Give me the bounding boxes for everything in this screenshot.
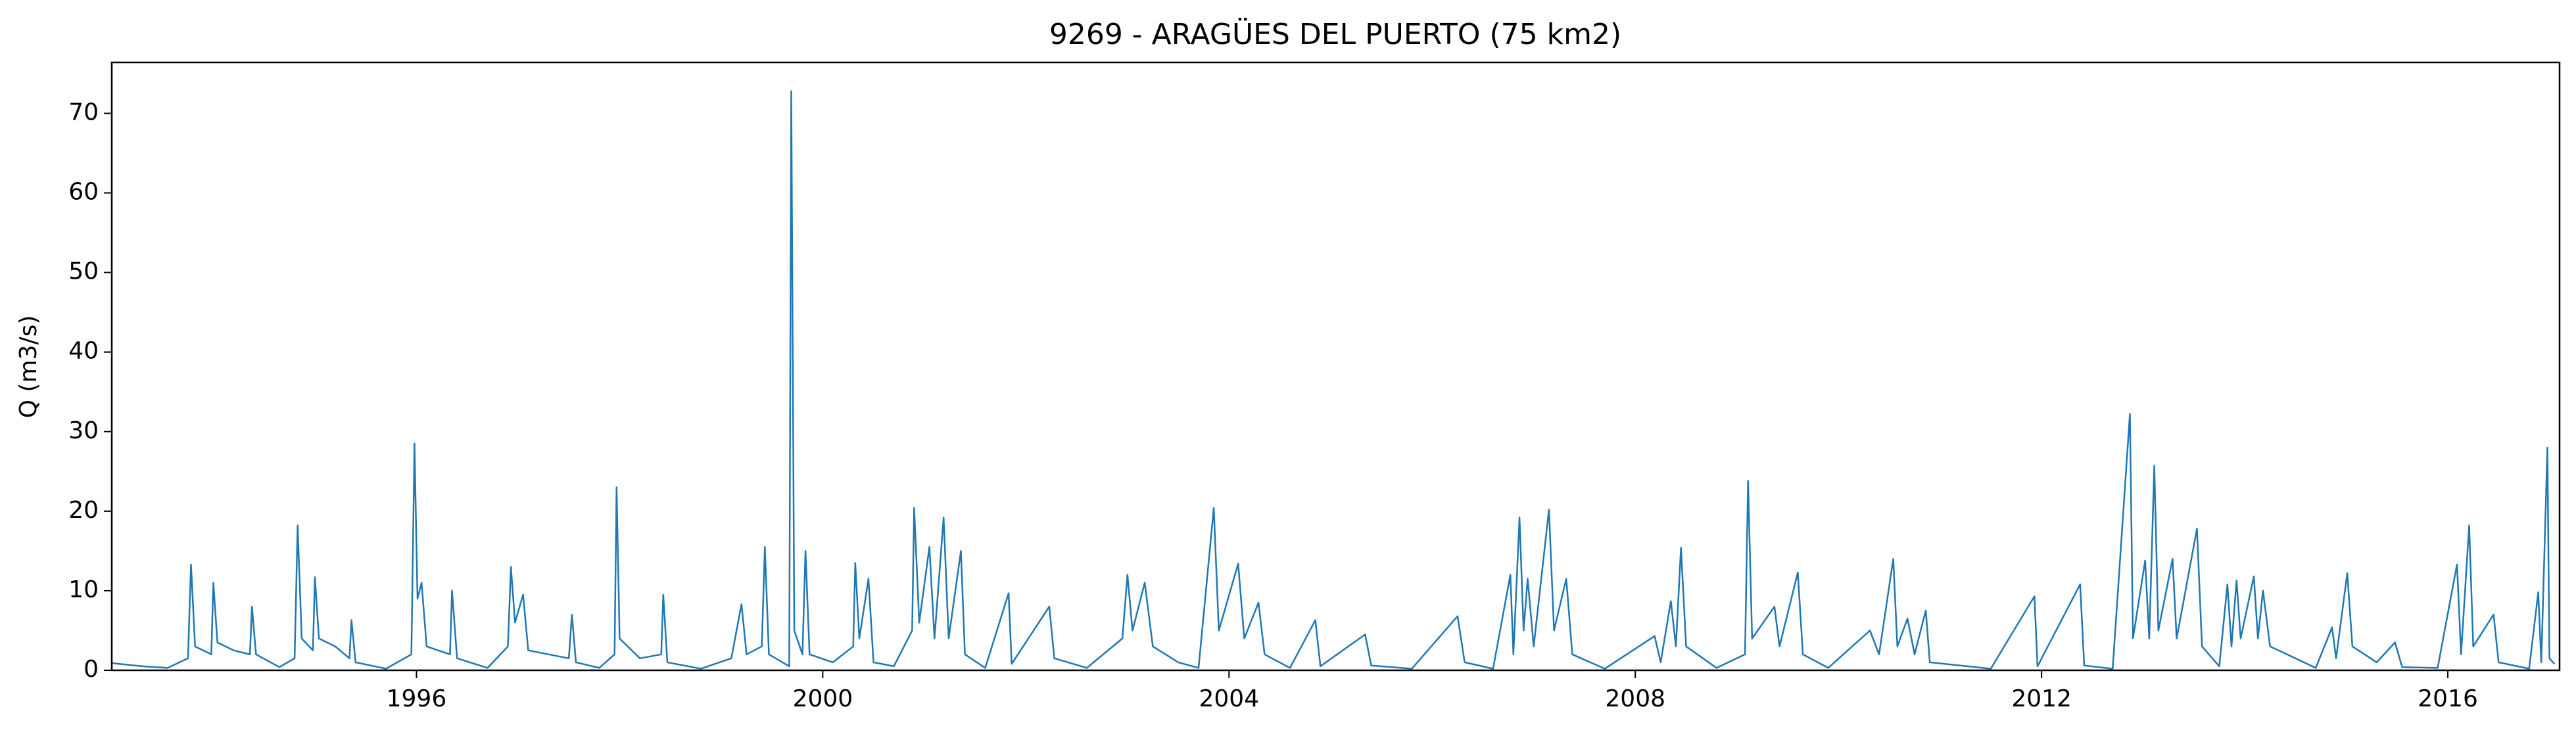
x-tick-label: 2000	[793, 685, 853, 712]
y-axis-label: Q (m3/s)	[15, 315, 42, 419]
chart-title: 9269 - ARAGÜES DEL PUERTO (75 km2)	[1049, 17, 1621, 51]
plot-frame	[110, 61, 2561, 672]
y-tick-label: 10	[68, 576, 99, 603]
y-tick-label: 20	[68, 497, 99, 524]
y-tick-label: 70	[68, 99, 99, 126]
x-tick-label: 1996	[387, 685, 447, 712]
y-tick-label: 60	[68, 179, 99, 206]
x-tick-label: 2012	[2011, 685, 2072, 712]
y-tick-label: 40	[68, 338, 99, 365]
data-line	[111, 90, 2556, 670]
x-tick-label: 2004	[1199, 685, 1259, 712]
y-tick-label: 50	[68, 258, 99, 285]
x-tick-label: 2008	[1605, 685, 1665, 712]
x-tick-label: 2016	[2418, 685, 2478, 712]
y-tick-label: 30	[68, 417, 99, 444]
y-tick-label: 0	[83, 656, 99, 683]
